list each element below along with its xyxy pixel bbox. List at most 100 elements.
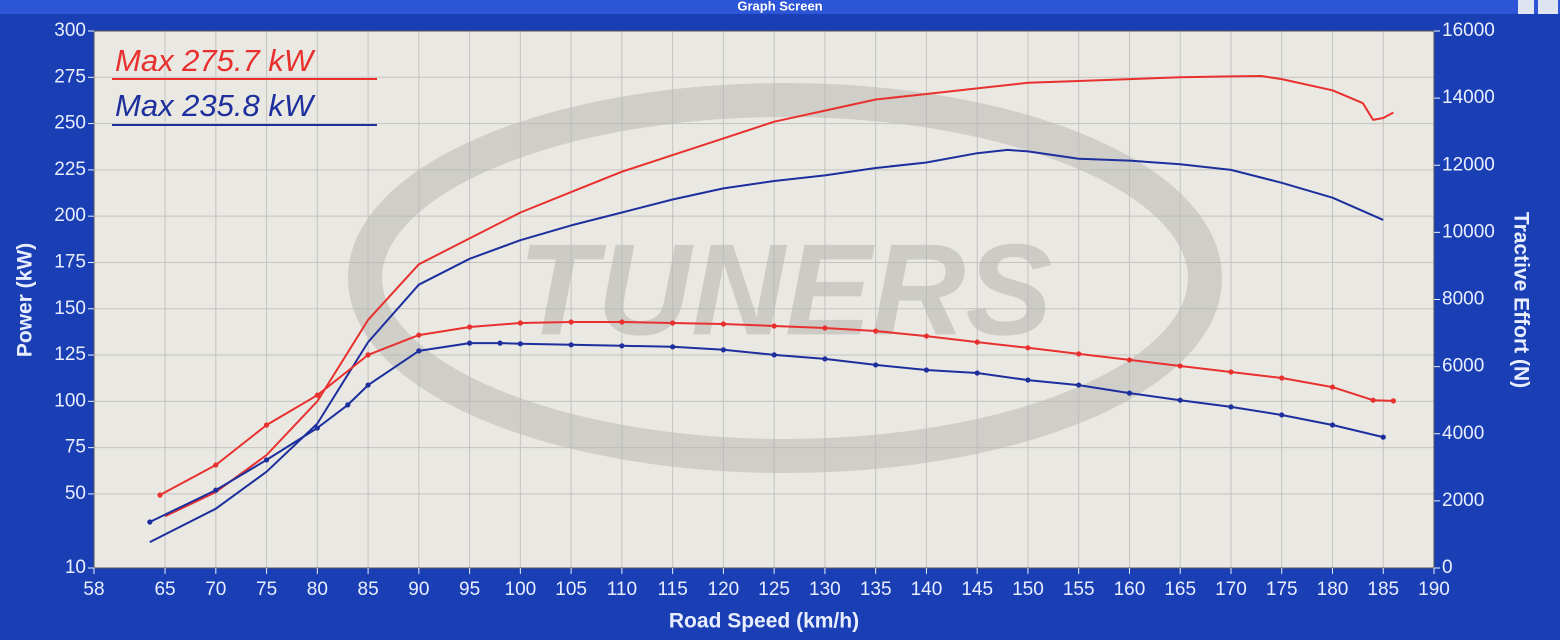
series-marker xyxy=(670,320,676,326)
series-marker xyxy=(1370,397,1376,403)
y-tick-label: 200 xyxy=(54,205,86,226)
x-axis-title: Road Speed (km/h) xyxy=(669,610,859,633)
series-line xyxy=(149,148,1384,543)
series-marker xyxy=(147,519,153,525)
series-marker xyxy=(517,341,523,347)
x-tick-label: 140 xyxy=(911,579,943,600)
y-tick-label: 50 xyxy=(65,483,86,504)
series-marker xyxy=(213,487,219,493)
y-tick-label: 150 xyxy=(54,298,86,319)
x-tick-label: 185 xyxy=(1367,579,1399,600)
legend-entry: Max 235.8 kW xyxy=(115,88,316,123)
y2-tick-label: 0 xyxy=(1442,557,1453,578)
series-marker xyxy=(1380,434,1386,440)
x-tick-label: 75 xyxy=(256,579,277,600)
series-line xyxy=(164,75,1394,518)
y2-tick-label: 10000 xyxy=(1442,221,1495,242)
series-marker xyxy=(263,422,270,428)
series-marker xyxy=(720,321,726,327)
series-marker xyxy=(923,333,930,339)
x-tick-label: 155 xyxy=(1063,579,1095,600)
x-tick-label: 115 xyxy=(657,579,687,600)
x-tick-label: 90 xyxy=(408,579,429,600)
x-tick-label: 160 xyxy=(1114,579,1146,600)
series-marker xyxy=(1025,377,1031,383)
y2-tick-label: 14000 xyxy=(1442,87,1495,108)
y2-tick-label: 8000 xyxy=(1442,289,1484,310)
series-marker xyxy=(1126,390,1133,396)
x-tick-label: 175 xyxy=(1266,579,1298,600)
series-marker xyxy=(416,348,422,354)
x-tick-label: 100 xyxy=(505,579,537,600)
x-tick-label: 95 xyxy=(459,579,480,600)
x-tick-label: 170 xyxy=(1215,579,1247,600)
watermark-text: TUNERS xyxy=(518,216,1052,362)
y-tick-label: 100 xyxy=(54,390,86,411)
x-tick-label: 110 xyxy=(607,579,637,600)
series-marker xyxy=(873,362,879,368)
title-bar xyxy=(0,0,1560,14)
series-marker xyxy=(1329,422,1336,428)
x-tick-label: 125 xyxy=(758,579,790,600)
series-marker xyxy=(974,339,980,345)
series-marker xyxy=(923,367,930,373)
series-marker xyxy=(873,328,879,334)
x-tick-label: 120 xyxy=(708,579,740,600)
series-line xyxy=(159,321,1394,496)
x-tick-label: 80 xyxy=(307,579,328,600)
series-marker xyxy=(467,324,473,330)
y2-tick-label: 12000 xyxy=(1442,154,1495,175)
x-tick-label: 70 xyxy=(205,579,226,600)
y-tick-label: 175 xyxy=(54,251,86,272)
y-tick-label: 300 xyxy=(54,20,86,41)
y2-tick-label: 6000 xyxy=(1442,356,1484,377)
series-marker xyxy=(314,392,320,398)
restore-button[interactable] xyxy=(1518,0,1534,14)
y-tick-label: 225 xyxy=(54,159,86,180)
series-marker xyxy=(720,347,726,353)
series xyxy=(147,75,1396,543)
y-tick-label: 10 xyxy=(65,557,86,578)
series-marker xyxy=(670,344,676,350)
series-marker xyxy=(1076,382,1082,388)
legend-entry: Max 275.7 kW xyxy=(115,43,316,78)
y-tick-label: 250 xyxy=(54,113,86,134)
y2-tick-label: 4000 xyxy=(1442,423,1484,444)
watermark-logo xyxy=(348,83,1222,473)
series-marker xyxy=(1279,412,1285,418)
series-marker xyxy=(1390,398,1396,404)
x-tick-label: 150 xyxy=(1012,579,1044,600)
series-marker xyxy=(974,370,980,376)
x-tick-label: 130 xyxy=(809,579,841,600)
y-axis-title: Power (kW) xyxy=(14,243,37,357)
series-marker xyxy=(157,492,163,498)
series-marker xyxy=(568,319,574,325)
series-marker xyxy=(517,320,523,326)
x-tick-label: 190 xyxy=(1418,579,1450,600)
series-marker xyxy=(1228,369,1234,375)
series-marker xyxy=(467,340,473,346)
series-marker xyxy=(1177,363,1183,369)
x-tick-label: 145 xyxy=(961,579,993,600)
y2-tick-label: 2000 xyxy=(1442,490,1484,511)
series-marker xyxy=(365,352,371,358)
series-marker xyxy=(416,332,422,338)
series-marker xyxy=(771,323,777,329)
x-tick-label: 180 xyxy=(1317,579,1349,600)
series-marker xyxy=(263,457,270,463)
close-button[interactable] xyxy=(1538,0,1558,14)
series-marker xyxy=(1126,357,1133,363)
series-marker xyxy=(619,319,625,325)
series-marker xyxy=(314,425,320,431)
x-tick-label: 105 xyxy=(555,579,587,600)
series-marker xyxy=(1329,384,1336,390)
x-tick-label: 85 xyxy=(358,579,379,600)
x-tick-label: 165 xyxy=(1164,579,1196,600)
series-marker xyxy=(497,340,503,346)
series-marker xyxy=(1228,404,1234,410)
series-marker xyxy=(1279,375,1285,381)
x-tick-label: 135 xyxy=(860,579,892,600)
series-marker xyxy=(1177,397,1183,403)
series-marker xyxy=(822,356,828,362)
